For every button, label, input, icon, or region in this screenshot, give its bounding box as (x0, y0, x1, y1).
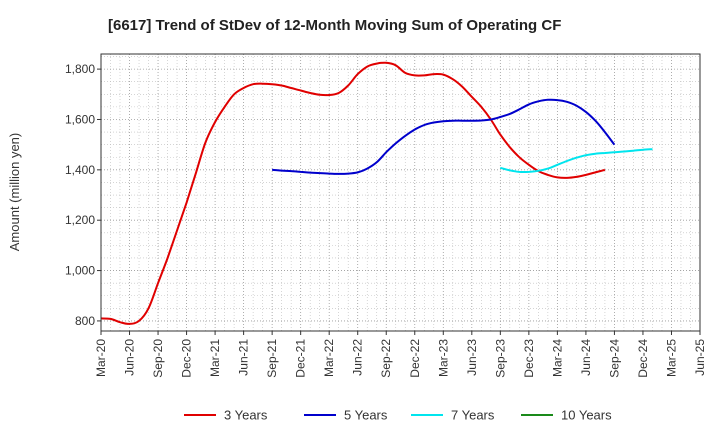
x-tick-label: Sep-24 (607, 339, 621, 378)
x-tick-label: Dec-21 (294, 339, 308, 378)
y-axis-ticks: 800 1,000 1,200 1,400 1,600 1,800 (65, 62, 101, 328)
x-tick-label: Dec-22 (408, 339, 422, 378)
x-tick-label: Mar-24 (550, 339, 564, 377)
x-tick-label: Dec-23 (522, 339, 536, 378)
y-tick-label: 1,200 (65, 213, 95, 227)
legend-label: 3 Years (224, 408, 268, 423)
x-axis-ticks: Mar-20 Jun-20 Sep-20 Dec-20 Mar-21 Jun-21 Sep-… (94, 331, 707, 378)
x-tick-label: Mar-20 (94, 339, 108, 377)
y-tick-label: 800 (75, 314, 95, 328)
series-line-3-years (100, 61, 606, 325)
x-tick-label: Jun-20 (123, 339, 137, 376)
x-tick-label: Jun-22 (351, 339, 365, 376)
y-tick-label: 1,600 (65, 112, 95, 126)
legend-label: 10 Years (561, 408, 612, 423)
x-tick-label: Mar-22 (322, 339, 336, 377)
legend-label: 5 Years (344, 408, 388, 423)
series-line-5-years (271, 98, 616, 175)
x-tick-label: Jun-21 (237, 339, 251, 376)
x-tick-label: Sep-22 (379, 339, 393, 378)
series-line-7-years (500, 148, 653, 174)
plot-frame (100, 53, 701, 332)
x-tick-label: Mar-21 (208, 339, 222, 377)
y-axis-label: Amount (million yen) (7, 133, 22, 252)
x-tick-label: Dec-20 (180, 339, 194, 378)
y-tick-label: 1,800 (65, 62, 95, 76)
x-tick-label: Sep-23 (493, 339, 507, 378)
x-tick-label: Jun-23 (465, 339, 479, 376)
chart-title: [6617] Trend of StDev of 12-Month Moving… (108, 17, 561, 34)
x-tick-label: Mar-23 (436, 339, 450, 377)
x-tick-label: Jun-25 (693, 339, 707, 376)
x-tick-label: Mar-25 (664, 339, 678, 377)
grid-lines (100, 54, 701, 331)
x-tick-label: Jun-24 (579, 339, 593, 376)
legend: 3 Years 5 Years 7 Years 10 Years (184, 408, 612, 423)
x-tick-label: Sep-20 (151, 339, 165, 378)
y-tick-label: 1,400 (65, 163, 95, 177)
x-tick-label: Sep-21 (265, 339, 279, 378)
x-tick-label: Dec-24 (636, 339, 650, 378)
legend-label: 7 Years (451, 408, 495, 423)
y-tick-label: 1,000 (65, 264, 95, 278)
series-lines (100, 61, 653, 325)
